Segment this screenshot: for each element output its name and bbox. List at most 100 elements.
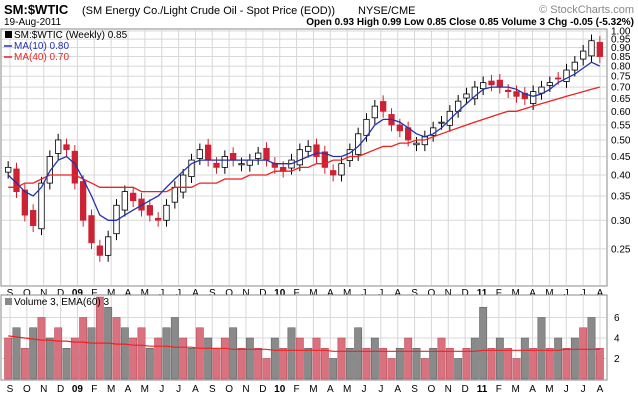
candle-body [55,139,62,154]
volume-x-label: M [309,384,317,395]
volume-bar [554,337,563,380]
candle-body [5,166,12,173]
volume-bar [370,337,379,380]
candle-body [538,86,545,94]
volume-x-label: S [411,384,418,395]
candle-body [471,86,478,100]
price-x-axis: S O N D 09 F M A M J J A S O N D 10 F M A M J J A S O N D 11 F M A M J J A [7,288,604,299]
volume-x-label: M [512,384,520,395]
volume-bar [395,348,404,380]
volume-x-label: F [91,384,97,395]
volume-bar [204,337,213,380]
volume-bar [29,327,38,380]
volume-x-label: A [125,384,132,395]
volume-bar [229,327,238,380]
volume-bar [45,337,54,380]
volume-bar [379,348,388,380]
volume-bar [187,348,196,380]
volume-x-label: M [343,384,351,395]
candle-body [88,215,95,244]
volume-x-label: J [564,384,569,395]
volume-x-label: F [496,384,502,395]
volume-tick-label: 6 [614,313,620,324]
candle-body [105,236,112,256]
candle-body [96,245,103,256]
candle-body [588,40,595,57]
watermark: © StockCharts.com [539,4,634,16]
legend-volume: Volume 3, EMA(60) 3 [14,297,109,308]
legend-volume-swatch [5,298,12,305]
volume-bar [295,337,304,380]
ma10-line [7,61,601,221]
price-x-label: J [176,288,181,299]
price-x-label: J [362,288,367,299]
candle-body [505,89,512,93]
volume-bar [120,327,129,380]
candle-body [80,181,87,221]
candle-body [113,204,120,235]
volume-bar [579,327,588,380]
ma40-line [8,86,600,193]
volume-bar [287,327,296,380]
volume-x-label: A [597,384,604,395]
volume-x-label: A [327,384,334,395]
candle-body [196,149,203,159]
candle-body [396,124,403,132]
volume-bar [270,337,279,380]
candle-body [563,69,570,82]
candle-body [130,192,137,201]
candle-body [313,144,320,157]
date: 19-Aug-2011 [4,17,62,28]
price-tick-label: 0.95 [611,35,631,46]
price-x-label: O [23,288,31,299]
price-tick-label: 0.30 [611,216,631,227]
price-x-label: A [125,288,132,299]
volume-x-label: J [581,384,586,395]
price-x-label: J [159,288,164,299]
volume-bar [4,337,13,380]
volume-bar [362,348,371,380]
price-x-label: A [394,288,401,299]
volume-x-label: A [394,384,401,395]
volume-x-label: N [445,384,452,395]
price-x-label: F [496,288,502,299]
volume-bar [529,348,538,380]
exchange: NYSE/CME [358,5,415,17]
candle-body [13,168,20,193]
volume-bar [520,337,529,380]
price-tick-label: 0.90 [611,43,631,54]
volume-bar [454,358,463,380]
candle-body [371,105,378,119]
candle-body [171,186,178,203]
volume-x-label: A [192,384,199,395]
candle-body [330,170,337,176]
volume-bar [62,348,71,380]
candle-body [30,210,37,226]
price-tick-label: 0.65 [611,94,631,105]
candle-body [238,163,245,166]
candle-body [546,82,553,86]
candle-body [46,156,53,184]
candle-body [205,144,212,161]
volume-bar [587,317,596,380]
price-x-label: D [57,288,64,299]
volume-x-label: O [428,384,436,395]
candle-body [263,148,270,161]
price-tick-label: 0.45 [611,152,631,163]
volume-bar [445,348,454,380]
volume-bar [570,337,579,380]
description: (SM Energy Co./Light Crude Oil - Spot Pr… [82,5,335,17]
price-x-label: S [411,288,418,299]
price-x-label: 09 [72,288,84,299]
price-tick-label: 0.40 [611,171,631,182]
volume-x-label: O [23,384,31,395]
candle-body [413,142,420,146]
volume-bar [279,348,288,380]
candle-body [596,41,603,57]
candle-body [305,145,312,152]
candle-body [530,91,537,104]
volume-bar [304,348,313,380]
volume-bar [479,307,488,380]
volume-bar [237,348,246,380]
